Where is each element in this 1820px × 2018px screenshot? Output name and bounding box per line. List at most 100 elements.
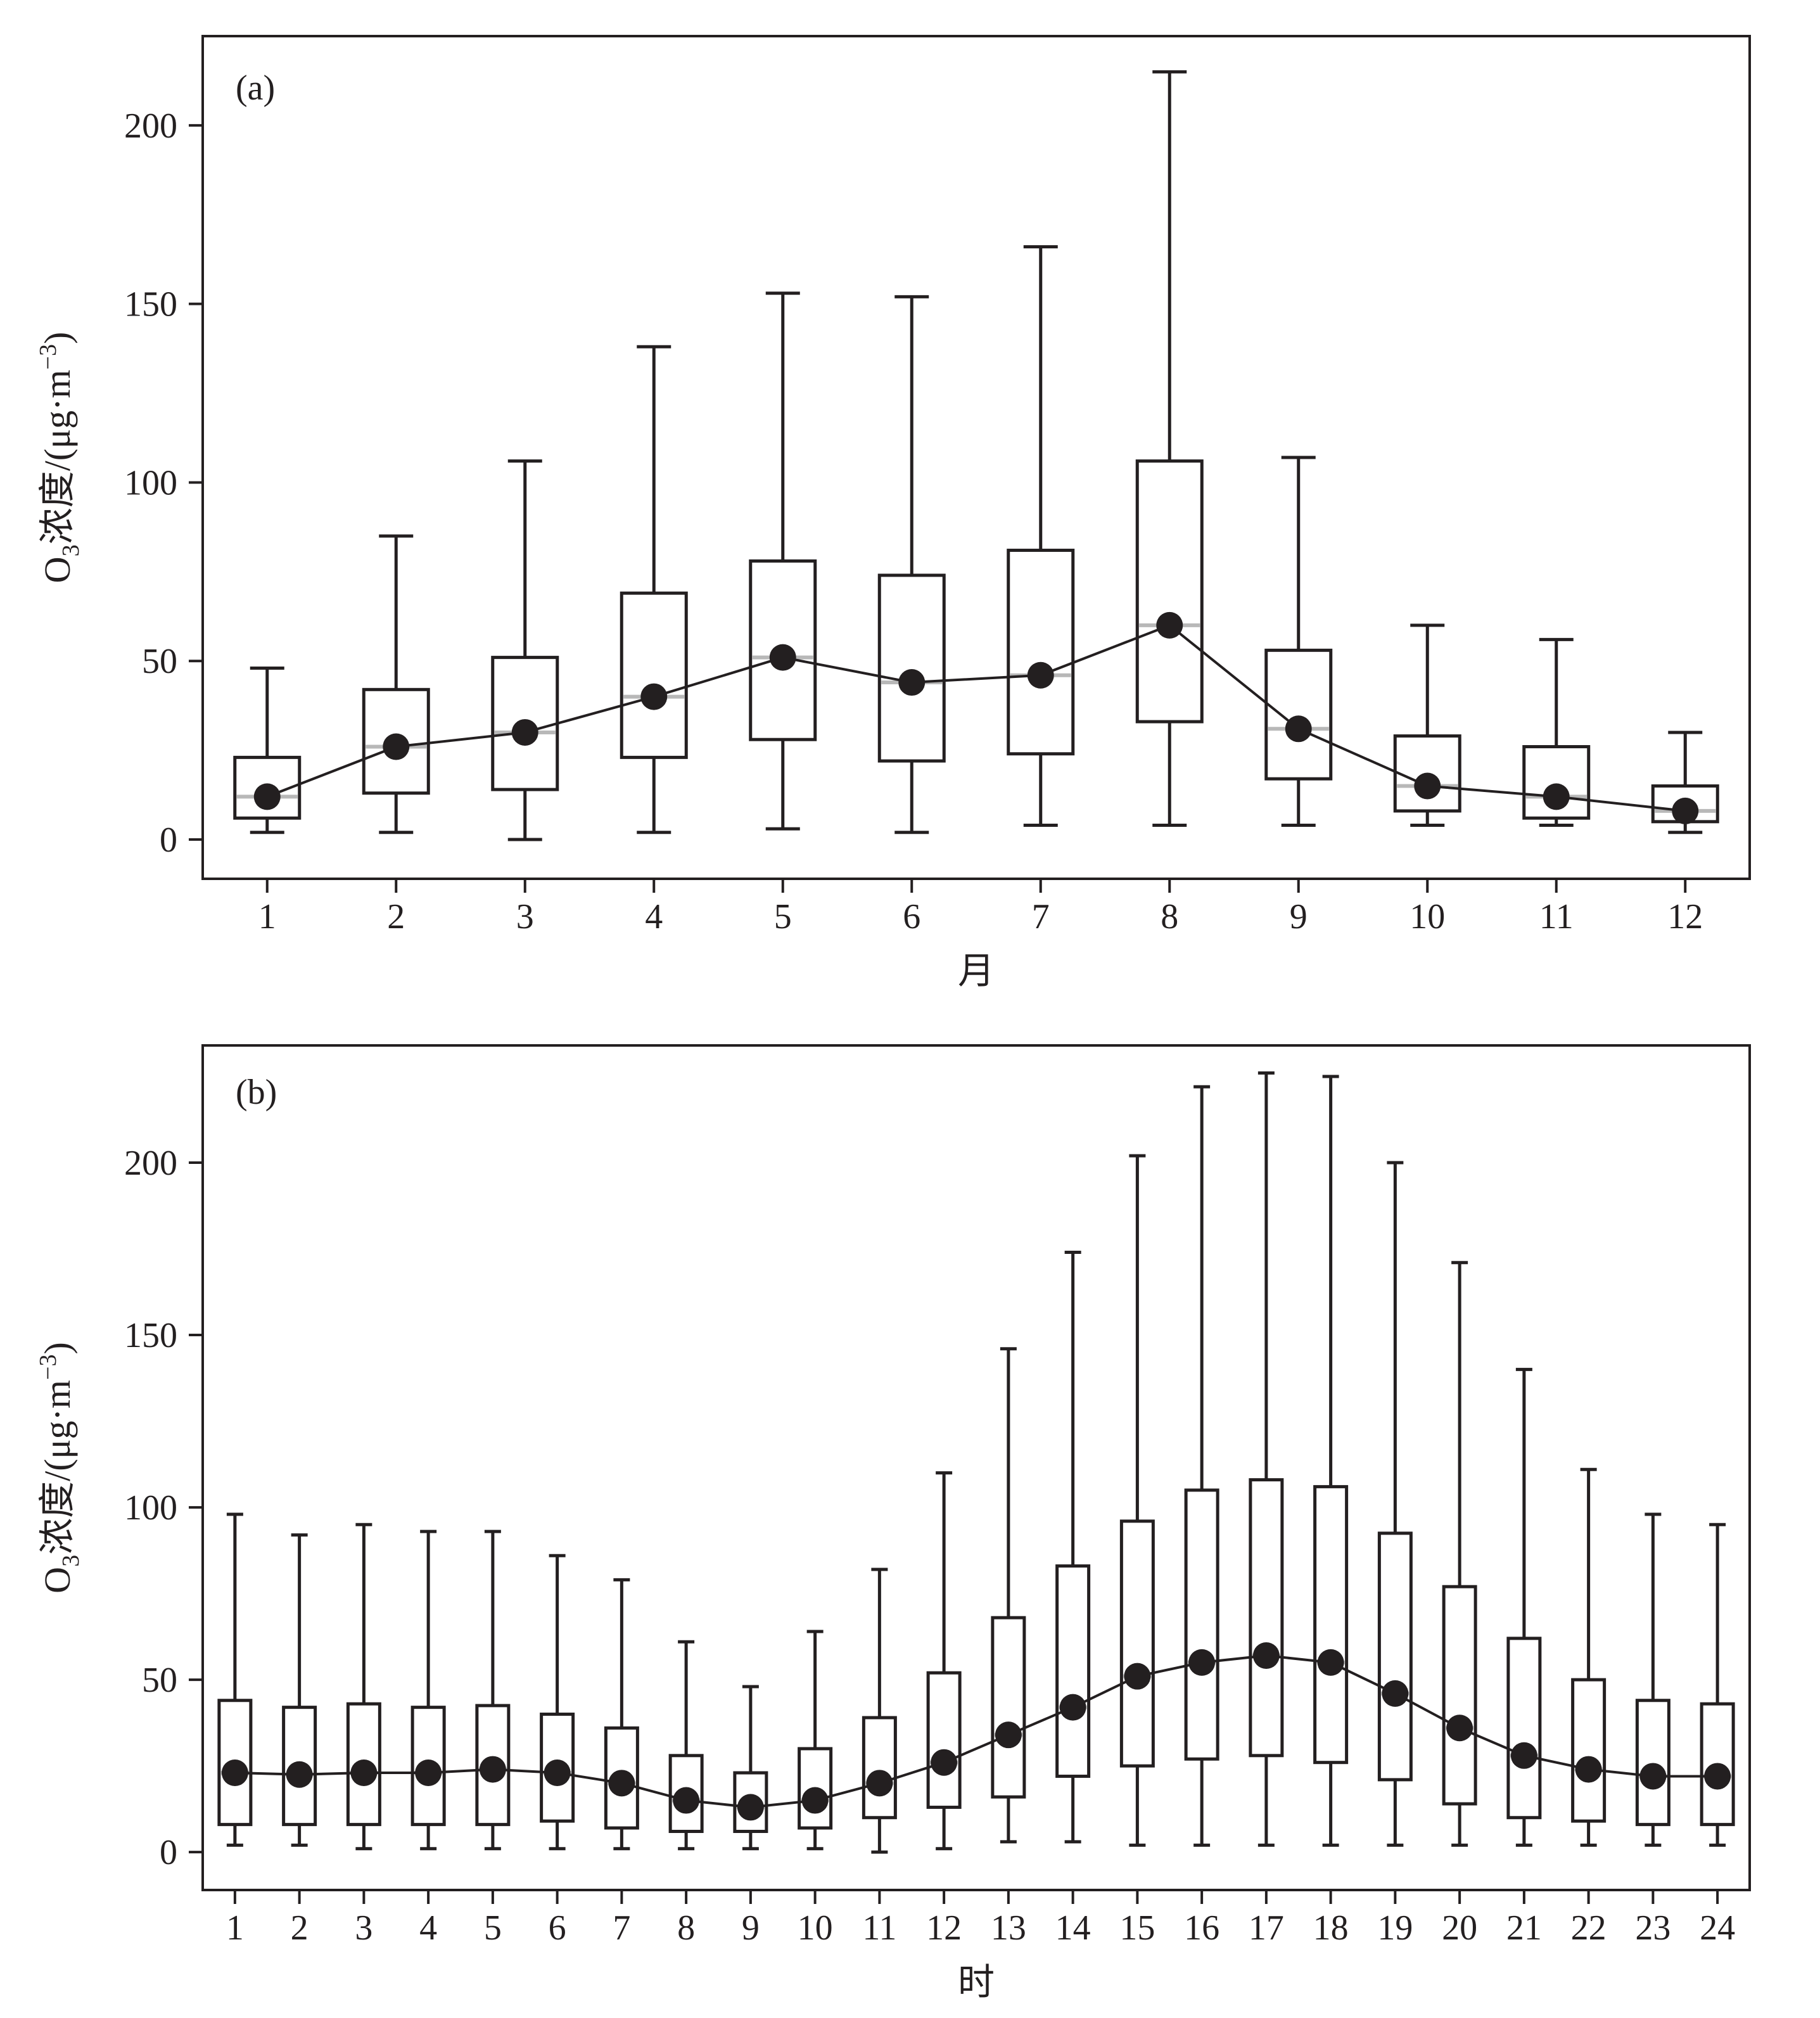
iqr-box	[1377, 1531, 1413, 1782]
box-plot-13	[991, 1347, 1026, 1844]
box-plot-5	[749, 291, 817, 831]
box-plot-18	[1313, 1075, 1349, 1847]
box-plot-6	[540, 1554, 575, 1851]
iqr-box	[1442, 1585, 1477, 1806]
mean-point	[1027, 661, 1054, 689]
x-tick-label: 5	[484, 1908, 502, 1948]
box-plot-2	[282, 1533, 317, 1847]
x-tick-label: 3	[355, 1908, 372, 1948]
x-tick-label: 10	[1410, 897, 1445, 936]
box-plot-19	[1377, 1161, 1413, 1847]
box-plot-15	[1119, 1154, 1155, 1847]
x-tick-label: 16	[1184, 1908, 1219, 1948]
iqr-box	[1506, 1637, 1542, 1820]
x-tick-label: 24	[1700, 1908, 1735, 1948]
box-plot-17	[1249, 1071, 1284, 1847]
box-plot-11	[862, 1568, 897, 1854]
mean-point	[640, 683, 668, 710]
mean-point	[511, 718, 538, 746]
mean-point	[1414, 772, 1441, 800]
box-plot-1	[217, 1512, 253, 1847]
box-plot-8	[668, 1640, 704, 1851]
iqr-box	[1571, 1678, 1607, 1823]
iqr-box	[862, 1716, 897, 1820]
box-plot-16	[1184, 1085, 1219, 1847]
box-plot-9	[733, 1685, 768, 1851]
iqr-box	[1264, 648, 1333, 781]
y-tick-label: 150	[124, 1316, 177, 1355]
mean-point	[1672, 797, 1699, 824]
iqr-box	[926, 1671, 962, 1809]
mean-point	[286, 1761, 313, 1788]
mean-point	[1188, 1649, 1216, 1676]
x-tick-label: 9	[1290, 897, 1308, 936]
mean-point	[1317, 1649, 1344, 1676]
box-plot-3	[491, 459, 559, 841]
mean-point	[1252, 1642, 1280, 1670]
x-tick-label: 6	[903, 897, 920, 936]
y-tick-label: 200	[124, 1144, 177, 1183]
x-tick-label: 1	[226, 1908, 244, 1948]
y-tick-label: 50	[142, 1661, 177, 1700]
box-plot-24	[1700, 1523, 1735, 1847]
box-plot-3	[346, 1523, 381, 1851]
box-plot-4	[410, 1529, 446, 1851]
mean-point	[769, 644, 796, 671]
x-tick-label: 5	[774, 897, 792, 936]
y-tick-label: 100	[124, 463, 177, 502]
x-tick-label: 21	[1506, 1908, 1542, 1948]
iqr-box	[1007, 549, 1075, 756]
y-tick-label: 150	[124, 285, 177, 324]
plot-frame	[201, 1044, 1751, 1891]
x-tick-label: 3	[516, 897, 534, 936]
x-tick-label: 22	[1571, 1908, 1607, 1948]
x-tick-label: 12	[926, 1908, 962, 1948]
mean-point	[1382, 1680, 1409, 1707]
mean-point	[1510, 1742, 1537, 1769]
y-axis-label: O3浓度/(μg·m−3)	[35, 332, 84, 584]
box-plot-10	[798, 1630, 833, 1851]
x-tick-label: 7	[613, 1908, 630, 1948]
panel-label: (b)	[236, 1073, 277, 1112]
mean-line	[267, 623, 1686, 812]
box-plot-7	[604, 1578, 639, 1851]
x-tick-label: 8	[677, 1908, 695, 1948]
box-plot-22	[1571, 1467, 1607, 1847]
x-tick-label: 12	[1667, 897, 1703, 936]
box-plot-21	[1506, 1367, 1542, 1847]
y-axis-label: O3浓度/(μg·m−3)	[35, 1342, 84, 1593]
box-plot-5	[475, 1529, 511, 1851]
mean-line	[234, 1654, 1718, 1809]
mean-point	[801, 1787, 829, 1814]
iqr-box	[362, 687, 430, 795]
x-tick-label: 11	[1539, 897, 1574, 936]
x-tick-label: 18	[1313, 1908, 1349, 1948]
iqr-box	[877, 573, 946, 763]
x-tick-label: 6	[549, 1908, 566, 1948]
x-tick-label: 13	[991, 1908, 1026, 1948]
mean-point	[931, 1749, 958, 1776]
mean-point	[383, 733, 410, 760]
mean-point	[1156, 611, 1183, 639]
box-plot-7	[1007, 245, 1075, 827]
x-tick-label: 8	[1161, 897, 1178, 936]
x-tick-label: 11	[862, 1908, 896, 1948]
x-tick-label: 4	[419, 1908, 437, 1948]
mean-point	[253, 783, 281, 810]
box-plot-14	[1055, 1250, 1091, 1844]
mean-point	[1124, 1663, 1151, 1690]
iqr-box	[1249, 1478, 1284, 1758]
mean-point	[1446, 1715, 1473, 1742]
x-tick-label: 10	[798, 1908, 833, 1948]
iqr-box	[620, 591, 688, 759]
x-tick-label: 15	[1119, 1908, 1155, 1948]
mean-point	[673, 1787, 700, 1814]
mean-point	[1059, 1694, 1086, 1721]
iqr-box	[1635, 1699, 1670, 1827]
mean-point	[1575, 1756, 1602, 1783]
x-tick-label: 1	[258, 897, 276, 936]
box-plot-6	[877, 295, 946, 834]
